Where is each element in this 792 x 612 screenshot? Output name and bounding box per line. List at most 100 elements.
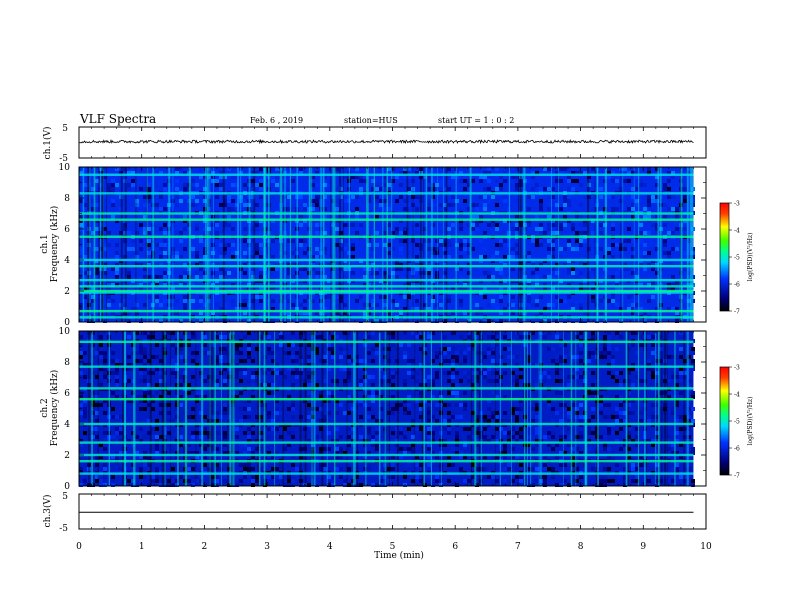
spectrogram-cell [315,231,319,235]
spectrogram-cell [635,311,639,315]
spectrogram-cell [607,299,611,303]
spectrogram-cell [543,455,547,459]
spectrogram-cell [335,383,339,387]
spectrogram-burst [587,167,590,322]
spectrogram-cell [139,347,143,351]
spectrogram-cell [207,467,211,471]
spectrogram-cell [259,295,263,299]
spectrogram-cell [363,443,367,447]
spectrogram-cell [291,343,295,347]
spectrogram-cell [323,355,327,359]
spectrogram-cell [315,199,319,203]
spectrogram-cell [543,231,547,235]
spectrogram-cell [459,255,463,259]
spectrogram-cell [259,363,263,367]
spectrogram-cell [443,371,447,375]
spectrogram-cell [471,179,475,183]
spectrogram-cell [551,283,555,287]
spectrogram-cell [423,227,427,231]
spectrogram-cell [151,347,155,351]
spectrogram-cell [487,367,491,371]
spectrogram-cell [95,403,99,407]
spectrogram-cell [351,443,355,447]
spectrogram-cell [139,439,143,443]
spectrogram-cell [691,395,695,399]
spectrogram-cell [159,195,163,199]
spectrogram-cell [235,451,239,455]
spectrogram-cell [303,311,307,315]
spectrogram-cell [635,375,639,379]
spectrogram-cell [651,267,655,271]
spectrogram-cell [443,347,447,351]
spectrogram-cell [667,395,671,399]
spectrogram-cell [655,227,659,231]
spectrogram-cell [607,415,611,419]
spectrogram-cell [315,203,319,207]
spectrogram-cell [131,399,135,403]
spectrogram-cell [463,363,467,367]
spectrogram-cell [675,463,679,467]
spectrogram-cell [287,343,291,347]
spectrogram-burst [660,167,662,322]
spectrogram-cell [511,355,515,359]
spectrogram-cell [435,371,439,375]
spectrogram-cell [239,379,243,383]
spectrogram-cell [199,175,203,179]
spectrogram-cell [655,215,659,219]
spectrogram-cell [155,479,159,483]
spectrogram-cell [503,363,507,367]
spectrogram-cell [311,267,315,271]
spectrogram-cell [267,391,271,395]
spectrogram-burst [263,167,266,322]
spectrogram-cell [227,215,231,219]
spectrogram-cell [475,215,479,219]
spectrogram-cell [431,319,435,323]
spectrogram-cell [591,231,595,235]
spectrogram-cell [367,195,371,199]
spectrogram-cell [115,455,119,459]
spectrogram-cell [327,367,331,371]
spectrogram-cell [439,443,443,447]
spectrogram-cell [91,435,95,439]
spectrogram-cell [363,335,367,339]
spectrogram-cell [215,463,219,467]
spectrogram-cell [235,367,239,371]
spectrogram-cell [115,427,119,431]
spectrogram-cell [383,199,387,203]
spectrogram-cell [491,231,495,235]
spectrogram-burst [625,331,627,486]
spectrogram-cell [327,467,331,471]
spectrogram-cell [583,223,587,227]
spectrogram-cell [495,227,499,231]
spectrogram-cell [619,383,623,387]
spectrogram-cell [91,455,95,459]
spectrogram-cell [483,367,487,371]
spectrogram-cell [211,375,215,379]
spectrogram-burst [321,331,324,486]
spectrogram-cell [475,219,479,223]
spectrogram-cell [491,391,495,395]
spectrogram-cell [519,375,523,379]
spectrogram-cell [379,203,383,207]
spectrogram-cell [135,451,139,455]
spectrogram-cell [283,483,287,487]
spectrogram-cell [271,455,275,459]
spectrogram-cell [631,295,635,299]
spectrogram-cell [651,415,655,419]
spectrogram-cell [223,175,227,179]
spectrogram-cell [139,455,143,459]
spectrogram-cell [287,479,291,483]
spectrogram-cell [439,431,443,435]
spectrogram-cell [103,271,107,275]
spectrogram-cell [627,239,631,243]
spectrogram-cell [91,431,95,435]
spectrogram-cell [647,475,651,479]
spectrogram-cell [499,239,503,243]
spectrogram-cell [623,239,627,243]
spectrogram-cell [111,187,115,191]
spectrogram-cell [607,431,611,435]
spectrogram-cell [371,299,375,303]
spectrogram-cell [547,371,551,375]
spectrogram-cell [547,207,551,211]
spectrogram-cell [299,343,303,347]
